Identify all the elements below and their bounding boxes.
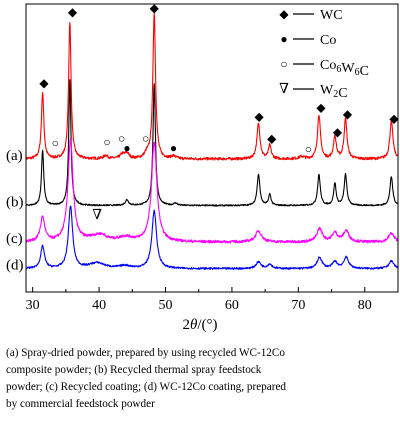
phase-marker: ◆ [267, 131, 277, 145]
x-tick-label: 70 [291, 298, 305, 313]
phase-marker: ◆ [39, 76, 49, 90]
legend-symbol: ∇ [279, 82, 289, 97]
caption-line: (a) Spray-dried powder, prepared by usin… [6, 347, 285, 359]
series-label: (d) [6, 258, 24, 274]
x-tick-label: 30 [26, 298, 40, 313]
series-label: (a) [6, 148, 23, 164]
phase-marker: ◆ [68, 5, 78, 19]
series-labels: (a) (b) (c) (d) [6, 148, 24, 274]
figure-caption: (a) Spray-dried powder, prepared by usin… [6, 345, 398, 413]
x-tick-label: 40 [92, 298, 106, 313]
legend-label: Co [320, 33, 336, 48]
x-tick-label: 60 [225, 298, 239, 313]
phase-marker: ◆ [389, 112, 399, 126]
series-line-3 [25, 137, 399, 244]
phase-marker: ○ [305, 142, 312, 156]
legend-symbol: ◆ [279, 7, 289, 21]
phase-marker: ◆ [255, 109, 265, 123]
phase-marker: ○ [118, 131, 125, 145]
legend-label: W2C [320, 83, 348, 101]
series-label: (b) [6, 195, 24, 211]
plot-frame [25, 3, 399, 293]
caption-line: composite powder; (b) Recycled thermal s… [6, 364, 262, 376]
legend-label: Co6W6C [320, 58, 369, 79]
caption-line: powder; (c) Recycled coating; (d) WC-12C… [6, 381, 286, 393]
series-label: (c) [6, 231, 23, 247]
series-line-1 [25, 11, 399, 161]
series-line-2 [25, 79, 399, 207]
phase-marker: ● [170, 141, 177, 155]
phase-marker: ◆ [150, 1, 160, 15]
phase-markers: ◆◆ ◆◆◆◆◆◆ ◆● ●○ ○ ○ ○○∇ [39, 1, 399, 223]
x-axis-label: 2θ/(°) [182, 317, 217, 333]
x-tick-label: 50 [159, 298, 173, 313]
axes: 30 40 50 60 70 80 2θ/(°) [25, 3, 399, 333]
x-tick-label: 80 [358, 298, 372, 313]
legend-symbol: ○ [280, 57, 287, 71]
phase-marker: ○ [52, 136, 59, 150]
phase-marker: ● [123, 141, 130, 155]
phase-marker: ◆ [316, 100, 326, 114]
phase-marker: ○ [103, 135, 110, 149]
legend-label: WC [320, 8, 343, 23]
phase-marker: ◆ [333, 125, 343, 139]
phase-marker: ○ [142, 131, 149, 145]
legend: ◆ WC ● Co ○ Co6W6C ∇ W2C [279, 7, 369, 101]
caption-line: by commercial feedstock powder [6, 398, 155, 410]
series-line-4 [25, 205, 399, 270]
series-layer [25, 11, 399, 270]
phase-marker: ∇ [92, 208, 102, 223]
legend-symbol: ● [280, 32, 287, 46]
phase-marker: ◆ [343, 107, 353, 121]
